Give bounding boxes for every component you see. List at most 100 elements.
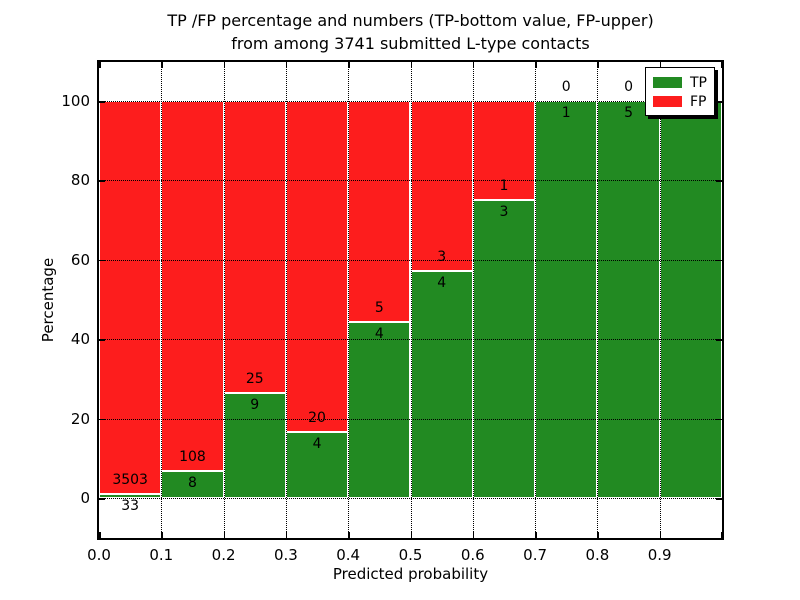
y-tick-mark bbox=[99, 180, 105, 182]
x-tick-mark-top bbox=[223, 62, 226, 68]
chart-title-line2: from among 3741 submitted L-type contact… bbox=[231, 34, 590, 53]
y-tick-mark-right bbox=[716, 339, 722, 341]
tp-count-label: 4 bbox=[374, 325, 384, 342]
tp-count-label: 33 bbox=[121, 498, 140, 515]
bar-fp-segment bbox=[348, 101, 411, 322]
y-tick-mark bbox=[99, 339, 105, 341]
vertical-gridline bbox=[597, 62, 599, 538]
x-tick-mark bbox=[223, 532, 226, 538]
chart-title-line1: TP /FP percentage and numbers (TP-bottom… bbox=[167, 11, 654, 30]
x-tick-mark-top bbox=[720, 62, 722, 68]
fp-count-label: 20 bbox=[308, 409, 326, 426]
tp-count-label: 9 bbox=[250, 396, 260, 413]
x-tick-mark bbox=[597, 532, 599, 538]
x-tick-mark-top bbox=[410, 62, 412, 68]
tp-count-label: 4 bbox=[312, 435, 322, 452]
x-tick-mark-top bbox=[597, 62, 599, 68]
x-tick-mark bbox=[161, 532, 163, 538]
x-axis-label: Predicted probability bbox=[332, 565, 489, 583]
y-tick-mark-right bbox=[716, 259, 722, 262]
vertical-gridline bbox=[161, 62, 163, 538]
chart-title: TP /FP percentage and numbers (TP-bottom… bbox=[99, 9, 722, 55]
x-tick-label: 0.5 bbox=[398, 546, 423, 564]
x-tick-label: 0.0 bbox=[87, 546, 111, 564]
plot-area: 3503331088259204543413010505 bbox=[97, 60, 724, 540]
y-tick-mark-right bbox=[716, 498, 722, 500]
bar-tp-segment bbox=[161, 470, 224, 498]
bar-fp-segment bbox=[99, 101, 162, 495]
y-tick-mark bbox=[99, 259, 105, 262]
y-tick-mark-right bbox=[716, 180, 722, 182]
x-tick-label: 0.1 bbox=[149, 546, 174, 564]
x-tick-label: 0.2 bbox=[211, 546, 236, 564]
x-tick-mark bbox=[659, 532, 662, 538]
vertical-gridline bbox=[285, 62, 287, 538]
y-tick-mark-right bbox=[716, 101, 722, 103]
legend-entry: TP bbox=[653, 73, 714, 92]
bar-tp-segment bbox=[285, 431, 349, 498]
y-tick-mark bbox=[99, 418, 105, 421]
x-tick-mark-top bbox=[535, 62, 537, 68]
tp-count-label: 1 bbox=[561, 105, 571, 121]
fp-count-label: 5 bbox=[374, 299, 384, 316]
y-tick-mark-right bbox=[716, 418, 722, 421]
y-tick-label: 0 bbox=[80, 489, 90, 507]
bar-tp-segment bbox=[410, 271, 473, 498]
vertical-gridline bbox=[472, 62, 474, 538]
x-tick-label: 0.4 bbox=[336, 546, 361, 564]
x-tick-mark-top bbox=[285, 62, 288, 68]
fp-legend-swatch bbox=[653, 96, 682, 107]
vertical-gridline bbox=[410, 62, 412, 538]
x-tick-label: 0.7 bbox=[523, 546, 548, 564]
bar-tp-segment bbox=[535, 101, 598, 498]
legend-entry-label: TP bbox=[690, 74, 707, 91]
y-tick-mark bbox=[99, 101, 105, 103]
x-tick-mark-top bbox=[161, 62, 163, 68]
y-tick-label: 100 bbox=[61, 92, 90, 110]
vertical-gridline bbox=[535, 62, 537, 538]
x-tick-mark-top bbox=[659, 62, 662, 68]
bar-fp-segment bbox=[410, 101, 473, 272]
x-tick-mark bbox=[285, 532, 288, 538]
x-tick-mark-top bbox=[348, 62, 350, 68]
fp-count-label: 0 bbox=[624, 79, 633, 95]
bar-fp-segment bbox=[223, 101, 286, 393]
x-tick-mark bbox=[410, 532, 412, 538]
bar-tp-segment bbox=[472, 200, 536, 498]
tp-count-label: 8 bbox=[187, 474, 197, 491]
vertical-gridline bbox=[348, 62, 350, 538]
fp-count-label: 3503 bbox=[112, 472, 148, 489]
x-tick-label: 0.6 bbox=[460, 546, 485, 564]
tp-count-label: 4 bbox=[437, 275, 447, 292]
legend-entry: FP bbox=[653, 92, 714, 111]
y-tick-label: 60 bbox=[70, 250, 90, 269]
bar-tp-segment bbox=[659, 101, 722, 498]
fp-count-label: 3 bbox=[437, 249, 447, 266]
y-tick-mark bbox=[99, 498, 105, 500]
x-tick-mark bbox=[535, 532, 537, 538]
y-tick-label: 40 bbox=[70, 330, 90, 349]
x-tick-label: 0.8 bbox=[585, 546, 610, 564]
fp-count-label: 1 bbox=[499, 178, 509, 195]
vertical-gridline bbox=[223, 62, 225, 538]
tp-count-label: 5 bbox=[624, 105, 633, 121]
x-tick-mark bbox=[99, 532, 101, 538]
vertical-gridline bbox=[659, 62, 661, 538]
tp-count-label: 3 bbox=[499, 204, 509, 221]
x-tick-label: 0.3 bbox=[273, 546, 298, 564]
bar-tp-segment bbox=[348, 321, 411, 498]
bar-tp-segment bbox=[223, 392, 286, 498]
fp-count-label: 25 bbox=[245, 370, 264, 387]
fp-count-label: 0 bbox=[561, 79, 571, 95]
tp-legend-swatch bbox=[653, 77, 682, 88]
y-tick-label: 20 bbox=[70, 409, 90, 428]
bar-tp-segment bbox=[597, 101, 660, 498]
y-axis-label: Percentage bbox=[39, 257, 57, 343]
legend: TP FP bbox=[645, 67, 715, 116]
fp-count-label: 108 bbox=[179, 448, 206, 465]
bar-fp-segment bbox=[161, 101, 224, 471]
x-tick-mark bbox=[720, 532, 722, 538]
x-tick-label: 0.9 bbox=[647, 546, 672, 564]
x-tick-mark bbox=[348, 532, 350, 538]
